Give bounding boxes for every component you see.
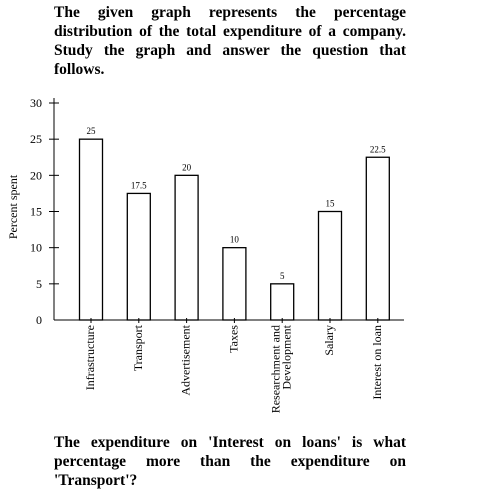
- category-labels: Infrastructure Transport Advertisement Taxe…: [83, 324, 384, 413]
- y-tick-label: 0: [36, 313, 42, 327]
- y-tick-label: 20: [30, 168, 42, 182]
- y-tick-label: 30: [30, 96, 42, 110]
- data-label: 17.5: [131, 180, 147, 190]
- data-label: 20: [182, 162, 192, 172]
- category-label: Development: [280, 324, 294, 389]
- y-ticks: 0 5 10 15 20 25 30: [30, 96, 59, 327]
- bars: [78, 138, 390, 323]
- bar: [222, 247, 247, 321]
- category-label: Researchment and: [269, 325, 283, 413]
- bar: [270, 283, 295, 321]
- question-text: The expenditure on 'Interest on loans' i…: [54, 434, 406, 489]
- category-label: Transport: [131, 324, 145, 371]
- y-tick-label: 15: [30, 205, 42, 219]
- data-labels: 25 17.5 20 10 5 15 22.5: [87, 126, 387, 281]
- y-tick-label: 5: [36, 277, 42, 291]
- category-label: Advertisement: [179, 324, 193, 395]
- data-label: 15: [326, 199, 336, 209]
- category-label: Taxes: [226, 325, 240, 353]
- y-axis-label: Percent spent: [6, 174, 20, 239]
- data-label: 10: [230, 235, 240, 245]
- category-label: Infrastructure: [83, 325, 97, 390]
- bar-chart: Percent spent 0 5 10 15 20 25 30 25 17.5 20 10 5 15…: [6, 96, 404, 413]
- category-label: Interest on loan: [370, 325, 384, 400]
- bar: [317, 210, 343, 321]
- bar: [78, 138, 104, 321]
- intro-text: The given graph represents the percentag…: [54, 4, 406, 78]
- bar: [174, 174, 199, 321]
- bar: [365, 156, 390, 321]
- data-label: 22.5: [370, 144, 386, 154]
- category-label: Salary: [322, 325, 336, 356]
- data-label: 25: [87, 126, 97, 136]
- y-tick-label: 10: [30, 241, 42, 255]
- y-tick-label: 25: [30, 132, 42, 146]
- bar: [126, 192, 151, 321]
- data-label: 5: [280, 271, 285, 281]
